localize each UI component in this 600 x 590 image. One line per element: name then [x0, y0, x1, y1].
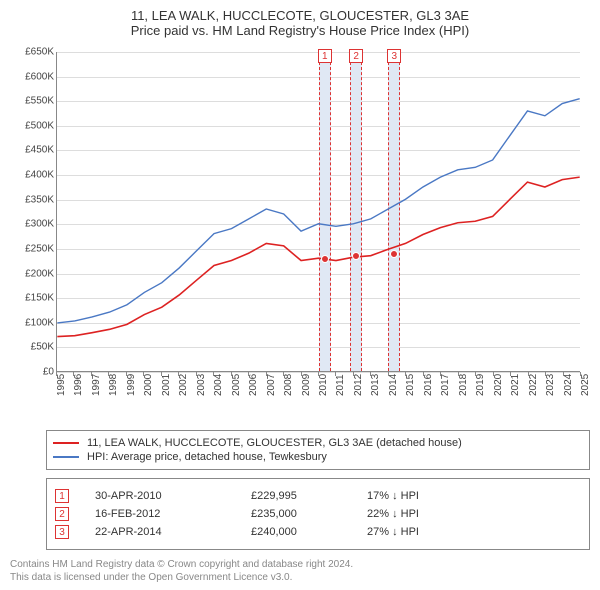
- sale-badge-3: 3: [55, 525, 69, 539]
- footer-line2: This data is licensed under the Open Gov…: [10, 571, 590, 584]
- sale-price: £240,000: [251, 526, 341, 538]
- sale-badge-2: 2: [55, 507, 69, 521]
- sale-badge-marker: 2: [349, 49, 363, 63]
- sale-dot: [321, 255, 329, 263]
- x-tick-label: 2008: [283, 374, 294, 396]
- sale-badge-marker: 3: [387, 49, 401, 63]
- y-tick-label: £400K: [10, 170, 54, 181]
- x-tick-label: 2025: [580, 374, 591, 396]
- y-tick-label: £200K: [10, 268, 54, 279]
- footer-line1: Contains HM Land Registry data © Crown c…: [10, 558, 590, 571]
- legend-row-property: 11, LEA WALK, HUCCLECOTE, GLOUCESTER, GL…: [53, 437, 583, 449]
- sale-date: 16-FEB-2012: [95, 508, 225, 520]
- y-tick-label: £600K: [10, 71, 54, 82]
- x-tick-label: 2001: [161, 374, 172, 396]
- y-tick-label: £50K: [10, 342, 54, 353]
- legend-swatch-property: [53, 442, 79, 444]
- y-tick-label: £550K: [10, 96, 54, 107]
- sales-row: 1 30-APR-2010 £229,995 17% ↓ HPI: [55, 489, 581, 503]
- x-tick-label: 2020: [493, 374, 504, 396]
- y-tick-label: £500K: [10, 120, 54, 131]
- x-tick-label: 2017: [440, 374, 451, 396]
- sale-dot: [352, 252, 360, 260]
- legend-label-property: 11, LEA WALK, HUCCLECOTE, GLOUCESTER, GL…: [87, 437, 462, 449]
- chart-title-block: 11, LEA WALK, HUCCLECOTE, GLOUCESTER, GL…: [0, 0, 600, 42]
- x-tick-label: 2004: [213, 374, 224, 396]
- sale-delta: 22% ↓ HPI: [367, 508, 419, 520]
- x-tick-label: 2015: [405, 374, 416, 396]
- plot-region: 1 2 3: [56, 52, 580, 372]
- sale-dot: [390, 250, 398, 258]
- x-tick-label: 2022: [528, 374, 539, 396]
- sale-date: 22-APR-2014: [95, 526, 225, 538]
- y-tick-label: £0: [10, 367, 54, 378]
- x-tick-label: 2003: [196, 374, 207, 396]
- x-tick-label: 1996: [73, 374, 84, 396]
- x-tick-label: 2011: [335, 374, 346, 396]
- x-tick-label: 1995: [56, 374, 67, 396]
- x-tick-label: 2014: [388, 374, 399, 396]
- x-tick-label: 2024: [563, 374, 574, 396]
- sale-price: £235,000: [251, 508, 341, 520]
- x-tick-label: 2006: [248, 374, 259, 396]
- x-tick-label: 2013: [370, 374, 381, 396]
- x-tick-label: 2010: [318, 374, 329, 396]
- x-tick-label: 2009: [301, 374, 312, 396]
- x-tick-label: 2023: [545, 374, 556, 396]
- sale-date: 30-APR-2010: [95, 490, 225, 502]
- legend-row-hpi: HPI: Average price, detached house, Tewk…: [53, 451, 583, 463]
- series-hpi: [57, 99, 579, 323]
- x-tick-label: 2007: [266, 374, 277, 396]
- footer-note: Contains HM Land Registry data © Crown c…: [10, 558, 590, 584]
- x-tick-label: 1998: [108, 374, 119, 396]
- sale-delta: 27% ↓ HPI: [367, 526, 419, 538]
- y-tick-label: £300K: [10, 219, 54, 230]
- x-tick-label: 2002: [178, 374, 189, 396]
- x-tick-label: 2019: [475, 374, 486, 396]
- x-tick-label: 1997: [91, 374, 102, 396]
- sale-badge-1: 1: [55, 489, 69, 503]
- chart-title-line2: Price paid vs. HM Land Registry's House …: [0, 23, 600, 38]
- sale-delta: 17% ↓ HPI: [367, 490, 419, 502]
- sale-price: £229,995: [251, 490, 341, 502]
- y-tick-label: £350K: [10, 194, 54, 205]
- sales-row: 3 22-APR-2014 £240,000 27% ↓ HPI: [55, 525, 581, 539]
- y-tick-label: £450K: [10, 145, 54, 156]
- line-series-svg: [57, 52, 580, 371]
- series-property: [57, 177, 579, 337]
- legend-label-hpi: HPI: Average price, detached house, Tewk…: [87, 451, 327, 463]
- sale-badge-marker: 1: [318, 49, 332, 63]
- x-tick-label: 2005: [231, 374, 242, 396]
- x-tick-label: 2018: [458, 374, 469, 396]
- legend-swatch-hpi: [53, 456, 79, 458]
- y-tick-label: £650K: [10, 47, 54, 58]
- sales-table: 1 30-APR-2010 £229,995 17% ↓ HPI 2 16-FE…: [46, 478, 590, 550]
- sales-row: 2 16-FEB-2012 £235,000 22% ↓ HPI: [55, 507, 581, 521]
- y-tick-label: £250K: [10, 243, 54, 254]
- chart-area: £0 £50K £100K £150K £200K £250K £300K £350K £400…: [10, 46, 590, 426]
- y-tick-label: £100K: [10, 317, 54, 328]
- chart-title-line1: 11, LEA WALK, HUCCLECOTE, GLOUCESTER, GL…: [0, 8, 600, 23]
- y-tick-label: £150K: [10, 293, 54, 304]
- x-tick-label: 1999: [126, 374, 137, 396]
- x-tick-label: 2021: [510, 374, 521, 396]
- x-tick-label: 2000: [143, 374, 154, 396]
- legend-box: 11, LEA WALK, HUCCLECOTE, GLOUCESTER, GL…: [46, 430, 590, 470]
- x-tick-label: 2016: [423, 374, 434, 396]
- x-tick-label: 2012: [353, 374, 364, 396]
